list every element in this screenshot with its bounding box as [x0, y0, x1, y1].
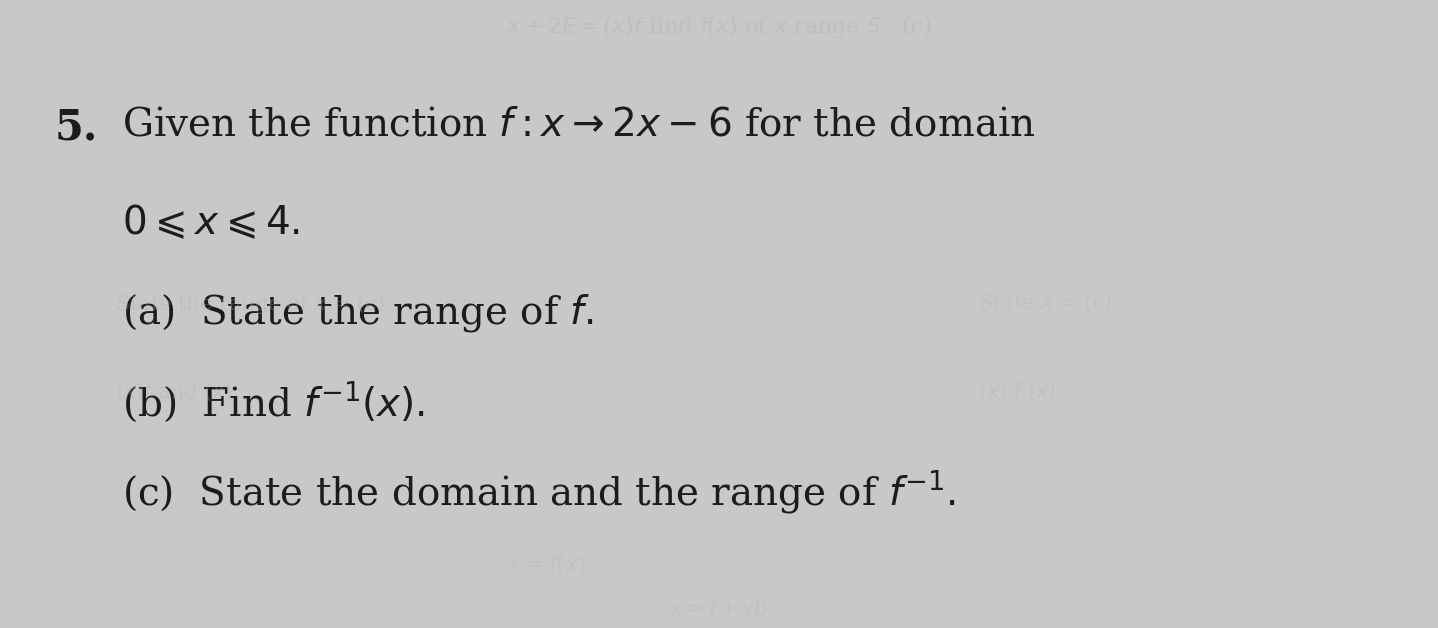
- Text: $0 \leqslant x \leqslant 4.$: $0 \leqslant x \leqslant 4.$: [122, 204, 301, 242]
- Text: State the range of $x$ = (c): State the range of $x$ = (c): [115, 292, 385, 316]
- Text: $(x)$ $f$ $(x)$: $(x)$ $f$ $(x)$: [978, 380, 1055, 403]
- Text: (a)  State the range of $f.$: (a) State the range of $f.$: [122, 292, 594, 334]
- Text: $x + 2E = (x)f$ find $f(x)$ of $x$ range $S$   (c): $x + 2E = (x)f$ find $f(x)$ of $x$ range…: [506, 13, 932, 40]
- Text: $x = f + yb$: $x = f + yb$: [670, 597, 768, 620]
- Text: State $x$ = (c): State $x$ = (c): [978, 292, 1112, 315]
- Text: Given the function $f : x \rightarrow 2x - 6$ for the domain: Given the function $f : x \rightarrow 2x…: [122, 107, 1035, 144]
- Text: $x = f(x)$: $x = f(x)$: [506, 553, 587, 576]
- Text: 5.: 5.: [55, 107, 98, 149]
- Text: (b)  Find $f^{-1}(x).$: (b) Find $f^{-1}(x).$: [122, 380, 426, 425]
- Text: $(x)f$ and $(x)$: $(x)f$ and $(x)$: [115, 380, 233, 403]
- Text: (c)  State the domain and the range of $f^{-1}.$: (c) State the domain and the range of $f…: [122, 468, 956, 515]
